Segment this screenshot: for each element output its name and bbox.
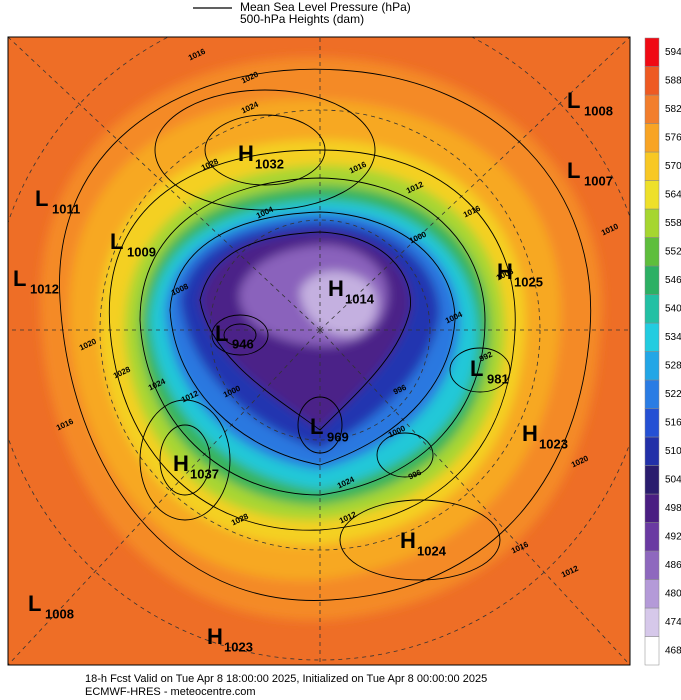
pressure-center-type: L [35,186,48,211]
colorbar-swatch [644,94,660,124]
colorbar-swatch [644,379,660,409]
pressure-center-value: 1025 [514,274,543,289]
pressure-center-value: 1008 [584,103,613,118]
pressure-center-value: 1014 [345,291,375,306]
footer-text: ECMWF-HRES - meteocentre.com [85,686,256,698]
colorbar-label: 582 [665,104,681,115]
pressure-center-value: 1024 [417,543,447,558]
pressure-center-value: 1037 [190,466,219,481]
pressure-center-type: H [328,276,344,301]
colorbar-swatch [644,607,660,637]
pressure-center-type: L [567,158,580,183]
pressure-center-value: 1012 [30,281,59,296]
colorbar-label: 492 [665,531,681,542]
footer-text: 18-h Fcst Valid on Tue Apr 8 18:00:00 20… [85,673,487,685]
colorbar-label: 522 [665,389,681,400]
map-frame [7,36,631,666]
colorbar-swatch [644,550,660,580]
colorbar-label: 474 [665,617,681,628]
colorbar-label: 546 [665,275,681,286]
pressure-center-type: L [567,88,580,113]
colorbar-swatch [644,408,660,438]
colorbar-label: 510 [665,446,681,457]
pressure-center-type: L [470,356,483,381]
pressure-center-type: L [28,591,41,616]
colorbar-swatch [644,123,660,153]
colorbar-swatch [644,322,660,352]
colorbar-label: 594 [665,47,681,58]
colorbar-swatch [644,294,660,324]
colorbar-label: 540 [665,303,681,314]
colorbar-swatch [644,37,660,67]
colorbar-swatch [644,180,660,210]
pressure-center-value: 946 [232,336,254,351]
colorbar-swatch [644,636,660,666]
pressure-center-type: H [400,528,416,553]
pressure-center-value: 1023 [539,436,568,451]
colorbar-label: 558 [665,218,681,229]
legend-item: 500-hPa Heights (dam) [240,12,364,26]
colorbar-label: 570 [665,161,681,172]
colorbar-label: 564 [665,189,681,200]
pressure-center-value: 1023 [224,639,253,654]
colorbar-swatch [644,66,660,96]
pressure-center-value: 969 [327,429,349,444]
pressure-center-type: H [522,421,538,446]
colorbar-swatch [644,465,660,495]
colorbar-swatch [644,208,660,238]
field [8,37,630,665]
isobars [59,68,592,601]
pressure-center-type: L [110,229,123,254]
colorbar-label: 552 [665,246,681,257]
colorbar-swatch [644,579,660,609]
pressure-center-type: L [215,321,228,346]
colorbar-label: 534 [665,332,681,343]
legend-item: Mean Sea Level Pressure (hPa) [240,0,411,14]
colorbar-label: 528 [665,360,681,371]
pressure-center-type: H [497,259,513,284]
colorbar-label: 486 [665,560,681,571]
colorbar-label: 480 [665,588,681,599]
colorbar-swatch [644,265,660,295]
colorbar-swatch [644,493,660,523]
colorbar-label: 504 [665,474,681,485]
colorbar-label: 588 [665,75,681,86]
colorbar-swatch [644,351,660,381]
colorbar-swatch [644,522,660,552]
pressure-center-type: H [173,451,189,476]
pressure-center-value: 1009 [127,244,156,259]
colorbar-label: 468 [665,645,681,656]
colorbar-swatch [644,237,660,267]
pressure-center-type: L [13,266,26,291]
pressure-center-value: 1032 [255,156,284,171]
colorbar-label: 498 [665,503,681,514]
pressure-center-type: H [238,141,254,166]
pressure-center-type: H [207,624,223,649]
pressure-center-type: L [310,414,323,439]
colorbar-swatch [644,151,660,181]
colorbar-label: 516 [665,417,681,428]
colorbar-label: 576 [665,132,681,143]
pressure-center-value: 1007 [584,173,613,188]
pressure-center-value: 1008 [45,606,74,621]
colorbar-swatch [644,436,660,466]
pressure-center-value: 981 [487,371,509,386]
pressure-center-value: 1011 [52,201,80,216]
